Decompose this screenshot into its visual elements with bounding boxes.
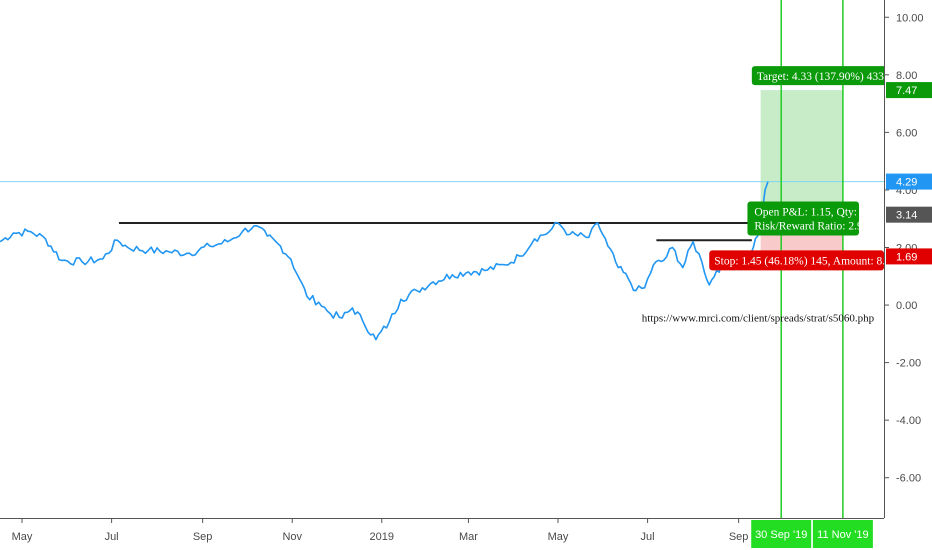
stop-label-box bbox=[709, 250, 884, 271]
x-tick-label: 2019 bbox=[370, 531, 394, 543]
date-tag-box bbox=[751, 520, 812, 548]
pnl-label-box bbox=[747, 201, 860, 236]
date-tag: 30 Sep '19 bbox=[755, 529, 807, 541]
pnl-label-line-2: Risk/Reward Ratio: 2.99 bbox=[754, 220, 868, 232]
x-tick-label: May bbox=[548, 531, 569, 543]
x-tick-label: May bbox=[12, 531, 33, 543]
price-tag-box bbox=[886, 206, 932, 223]
price-tag: 3.14 bbox=[896, 210, 917, 222]
date-tag: 11 Nov '19 bbox=[817, 529, 868, 541]
x-tick-label: Mar bbox=[459, 531, 478, 543]
price-tag-box bbox=[886, 82, 932, 99]
pnl-label-line-1: Open P&L: 1.15, Qty: 1 bbox=[754, 206, 865, 218]
y-tick-label: 10.00 bbox=[896, 12, 924, 24]
x-tick-label: Jul bbox=[105, 531, 119, 543]
axis-price-tags: 7.47 4.29 3.14 1.69 30 Sep '19 11 Nov '19 bbox=[751, 82, 932, 548]
price-tag-box bbox=[886, 248, 932, 265]
price-tag: 1.69 bbox=[896, 251, 917, 263]
price-series bbox=[0, 181, 769, 341]
y-tick-label: -6.00 bbox=[896, 473, 921, 485]
target-label-box bbox=[751, 66, 888, 86]
stop-label: Stop: 1.45 (46.18%) 145, Amount: 8.55 bbox=[714, 255, 897, 267]
price-tag: 7.47 bbox=[896, 85, 917, 97]
price-axis[interactable]: 10.008.006.004.002.000.00-2.00-4.00-6.00 bbox=[884, 12, 924, 485]
price-tag-box bbox=[886, 173, 932, 190]
target-zone bbox=[760, 90, 843, 215]
source-url: https://www.mrci.com/client/spreads/stra… bbox=[642, 313, 875, 325]
position-labels: Target: 4.33 (137.90%) 433, Amount: 14.O… bbox=[642, 66, 932, 325]
y-tick-label: 0.00 bbox=[896, 300, 917, 312]
y-tick-label: 8.00 bbox=[896, 70, 917, 82]
x-tick-label: Jul bbox=[641, 531, 655, 543]
horizontal-levels bbox=[118, 222, 752, 242]
x-tick-label: Nov bbox=[282, 531, 302, 543]
x-tick-label: Sep bbox=[729, 531, 749, 543]
date-tag-box bbox=[812, 520, 873, 548]
y-tick-label: 6.00 bbox=[896, 127, 917, 139]
y-tick-label: -2.00 bbox=[896, 358, 921, 370]
time-axis[interactable]: May Jul Sep Nov 2019 Mar May Jul Sep bbox=[12, 518, 749, 543]
y-tick-label: -4.00 bbox=[896, 415, 921, 427]
price-tag: 4.29 bbox=[896, 177, 917, 189]
x-tick-label: Sep bbox=[193, 531, 213, 543]
series-line[interactable] bbox=[0, 181, 769, 341]
